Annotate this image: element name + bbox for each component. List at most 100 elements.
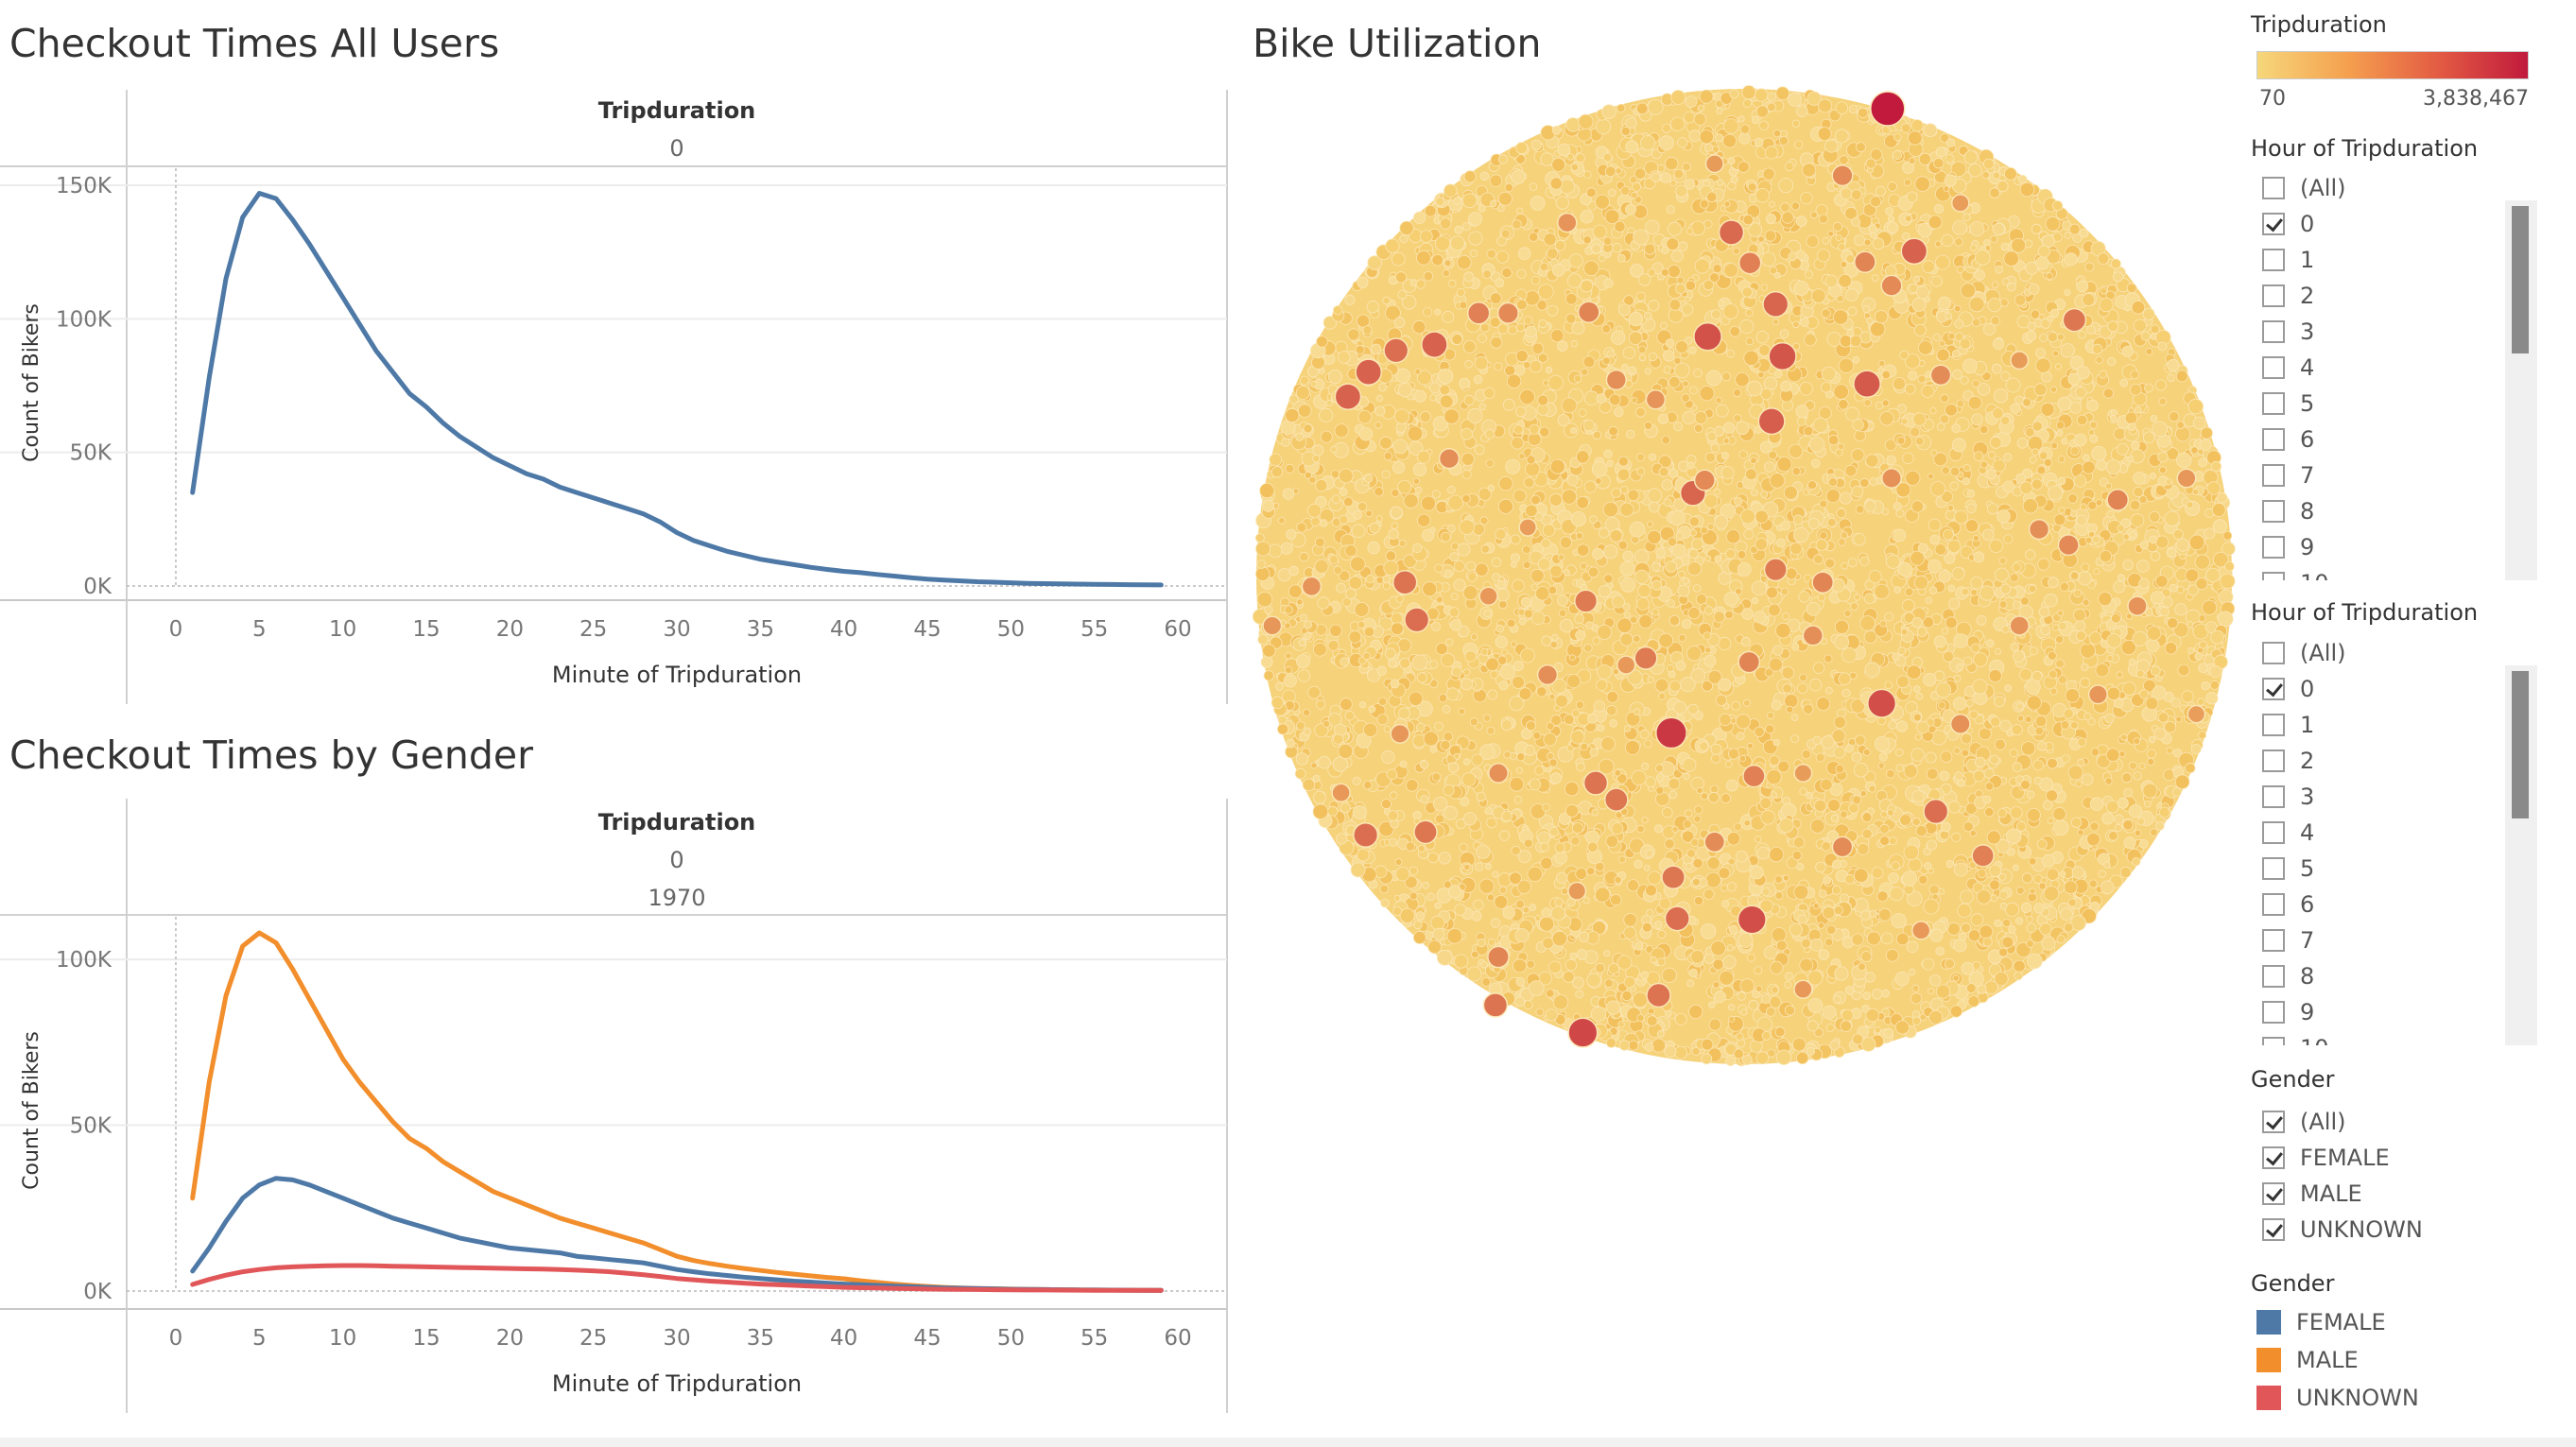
bubble-filler (1495, 635, 1509, 649)
bubble-filler (1429, 382, 1442, 394)
bubble-filler (1547, 304, 1559, 317)
bubble-filler (1621, 363, 1629, 371)
bubble-filler (1583, 480, 1597, 493)
bubble-filler (2064, 289, 2071, 297)
bubble-filler (2199, 640, 2207, 649)
bubble-filler (1619, 486, 1629, 494)
bubble-filler (1611, 594, 1625, 609)
bubble-filler (1429, 746, 1437, 753)
bubble-filler (1738, 450, 1749, 459)
bubble-filler (1997, 808, 2008, 818)
bubble-filler (1970, 643, 1981, 653)
series-line-female[interactable] (190, 1176, 1164, 1293)
bubble-filler (1644, 421, 1653, 430)
bubble-filler (1894, 971, 1910, 987)
series-line-unknown[interactable] (190, 1263, 1164, 1293)
bubble-filler (1946, 539, 1962, 553)
bubble-filler (2042, 800, 2053, 811)
bubble-filler (1725, 779, 1738, 792)
bubble-filler (1625, 429, 1635, 439)
bubble-filler (1827, 434, 1840, 446)
bubble-filler (1393, 408, 1410, 424)
bubble-filler (1888, 720, 1897, 730)
bubble-filler (1665, 156, 1679, 171)
bubble-filler (1847, 306, 1858, 317)
bubble-filler (1809, 938, 1824, 952)
bubble-filler (2081, 773, 2094, 786)
bubble-filler (1429, 660, 1439, 669)
bubble-filler (1916, 720, 1929, 734)
bubble-filler (1674, 1013, 1687, 1025)
bubble-filler (1934, 240, 1942, 248)
bubble-filler (2169, 583, 2178, 593)
bubble-filler (1755, 835, 1762, 843)
bubble-filler (1542, 524, 1556, 537)
bubble-filler (1570, 163, 1579, 172)
bubble-filler (1352, 805, 1367, 820)
bubble-filler (2015, 821, 2027, 832)
bubble-filler (1268, 543, 1283, 559)
bubble-filler (1740, 1008, 1748, 1016)
bubble-filler (1755, 330, 1770, 344)
bubble-filler (1962, 464, 1971, 473)
bubble-filler (1643, 243, 1656, 255)
bubble-filler (1313, 642, 1327, 657)
bubble-filler (1816, 697, 1831, 711)
bubble-filler (1951, 832, 1962, 843)
bubble-filler (1636, 597, 1651, 611)
bubble-filler (1327, 639, 1340, 651)
bubble-filler (1851, 216, 1861, 227)
bubble-filler (1735, 372, 1750, 388)
bubble-filler (1596, 679, 1608, 692)
bubble-filler (2198, 614, 2206, 623)
bubble-filler (2082, 454, 2090, 462)
bubble-filler (2157, 451, 2169, 463)
bubble-filler (1506, 373, 1522, 389)
bubble-filler (1619, 502, 1634, 517)
bubble-filler (1353, 509, 1362, 520)
bubble-filler (1905, 215, 1912, 223)
bubble-filler (1513, 489, 1527, 503)
series-line-all[interactable] (190, 191, 1164, 588)
bubble-filler (1566, 674, 1582, 689)
bubble-filler (1484, 863, 1492, 870)
bubble-filler (1844, 744, 1855, 753)
bubble-filler (1704, 555, 1712, 562)
bubble-filler (2150, 414, 2158, 422)
bubble-filler (1419, 230, 1433, 244)
series-line-male[interactable] (190, 930, 1164, 1293)
bubble-filler (1583, 644, 1593, 653)
bubble-filler (2147, 757, 2155, 766)
bubble-filler (2013, 600, 2022, 610)
bubble-filler (1329, 624, 1342, 638)
bubble-filler (1620, 185, 1631, 196)
bubble-filler (1718, 300, 1725, 307)
bubble-filler (1531, 342, 1545, 355)
bubble-filler (1936, 348, 1950, 362)
bubble-filler (1855, 505, 1865, 514)
bubble-filler (2138, 577, 2150, 590)
bubble-filler (1641, 762, 1650, 771)
bubble-filler (1338, 351, 1351, 364)
bubble-filler (1822, 1005, 1837, 1020)
all-users-title: Checkout Times All Users (9, 21, 500, 66)
bubble-filler (2142, 431, 2155, 444)
bubble-filler (1658, 692, 1667, 700)
bubble-filler (1773, 271, 1781, 279)
bubble-filler (2106, 686, 2121, 701)
bubble-filler (1999, 719, 2012, 732)
bubble-filler (1995, 647, 2002, 655)
bubble-filler (1315, 699, 1326, 710)
bubble-filler (2048, 577, 2059, 589)
bubble-filler (1853, 762, 1869, 778)
bubble-filler (1675, 531, 1685, 540)
bubble-filler (1933, 157, 1945, 169)
bubble-filler (1511, 169, 1526, 184)
bubble-filler (1463, 271, 1475, 283)
bubble-filler (2076, 280, 2089, 293)
bubble-filler (1869, 477, 1878, 487)
bubble-filler (1699, 129, 1714, 145)
bubble-filler (2003, 453, 2013, 462)
bubble-filler (1840, 261, 1848, 268)
